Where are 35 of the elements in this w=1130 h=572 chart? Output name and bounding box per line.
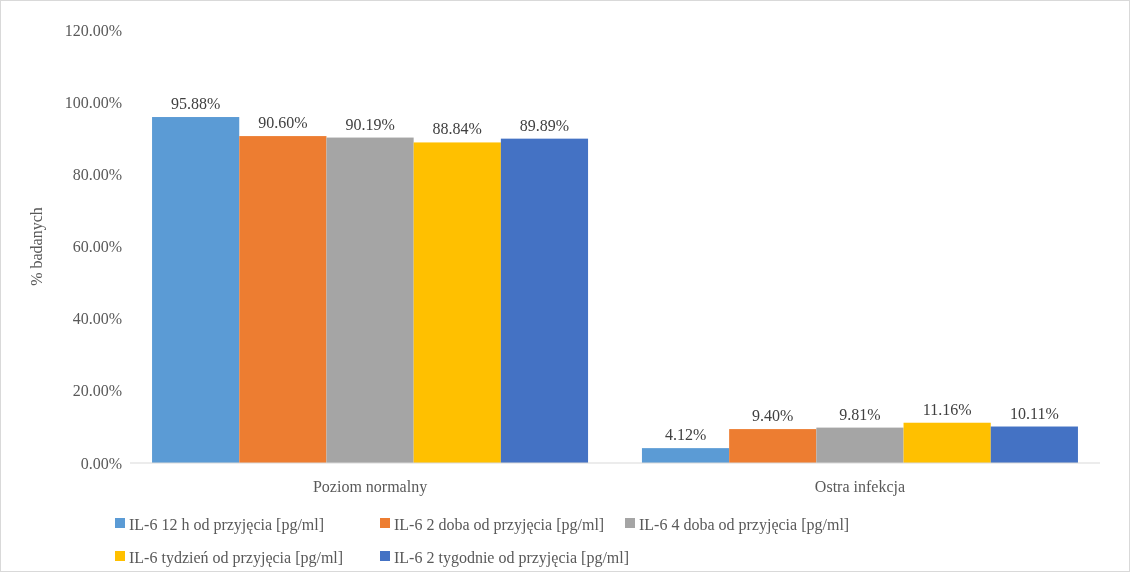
bar <box>729 429 817 463</box>
bar <box>152 117 240 463</box>
y-tick-label: 80.00% <box>72 165 122 183</box>
y-tick-label: 120.00% <box>64 21 122 39</box>
x-tick-label: Poziom normalny <box>312 478 428 496</box>
data-label: 90.19% <box>345 115 395 133</box>
bar <box>641 448 730 463</box>
legend-label: IL-6 4 doba od przyjęcia [pg/ml] <box>639 515 850 534</box>
y-tick-label: 60.00% <box>72 238 122 256</box>
x-tick-label: Ostra infekcja <box>814 478 906 496</box>
bar <box>816 427 904 463</box>
data-label: 88.84% <box>432 120 482 138</box>
y-axis-title: % badanych <box>28 207 46 286</box>
bar <box>239 136 327 463</box>
bar <box>903 422 991 463</box>
y-tick-label: 20.00% <box>72 382 122 400</box>
data-label: 4.12% <box>664 426 707 444</box>
bar <box>326 137 414 463</box>
data-label: 89.89% <box>519 116 570 134</box>
y-tick-label: 100.00% <box>64 93 122 111</box>
legend-label: IL-6 2 tygodnie od przyjęcia [pg/ml] <box>394 548 630 567</box>
bar <box>990 426 1078 463</box>
legend-label: IL-6 2 doba od przyjęcia [pg/ml] <box>394 515 605 534</box>
legend-label: IL-6 12 h od przyjęcia [pg/ml] <box>129 515 325 534</box>
y-tick-label: 40.00% <box>72 310 122 328</box>
data-label: 10.11% <box>1009 404 1059 422</box>
bar <box>413 142 501 463</box>
data-label: 95.88% <box>170 95 221 113</box>
y-tick-label: 0.00% <box>80 454 122 472</box>
data-label: 9.40% <box>752 407 794 425</box>
data-label: 90.60% <box>258 114 308 132</box>
data-label: 9.81% <box>839 405 881 423</box>
bar <box>500 138 589 463</box>
legend-label: IL-6 tydzień od przyjęcia [pg/ml] <box>129 548 344 567</box>
data-label: 11.16% <box>922 400 972 418</box>
